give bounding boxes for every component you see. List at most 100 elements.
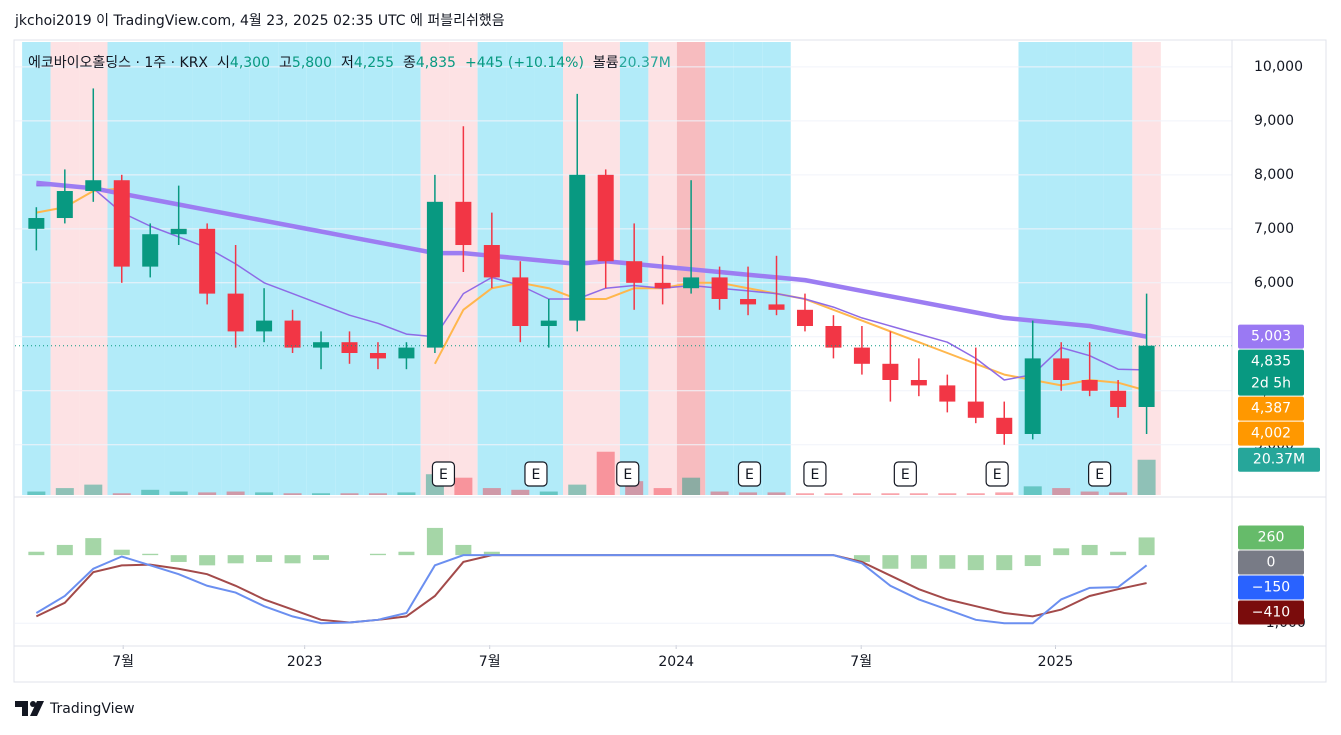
state-band	[392, 42, 421, 495]
histogram-bar	[313, 555, 330, 560]
histogram-bar	[142, 553, 159, 556]
volume-bar	[568, 484, 587, 495]
histogram-bar	[455, 544, 472, 556]
volume-bar	[653, 488, 672, 495]
state-band	[22, 42, 51, 495]
candle-body	[683, 277, 700, 289]
y-tick-label: 9,000	[1254, 113, 1294, 129]
tag-label: 4,387	[1251, 401, 1291, 417]
histogram-bar	[227, 555, 244, 564]
histogram-bar	[56, 544, 73, 556]
volume-bar	[1023, 486, 1042, 495]
candle-body	[256, 320, 273, 332]
histogram-bar	[967, 555, 984, 571]
legend-label: 종	[403, 55, 416, 71]
volume-bar	[824, 493, 843, 495]
volume-bar	[482, 488, 501, 495]
tag-box	[1238, 600, 1304, 625]
candle-body	[398, 347, 415, 359]
candle-body	[626, 261, 643, 283]
state-band	[249, 42, 279, 495]
volume-bar	[84, 484, 103, 495]
legend-change: +445 (+10.14%)	[465, 55, 584, 71]
state-band	[335, 42, 364, 495]
volume-bar	[795, 493, 814, 495]
state-band	[164, 42, 193, 495]
tag-box	[1238, 349, 1304, 396]
candle-body	[142, 234, 159, 267]
volume-bar	[511, 489, 530, 495]
histogram-bar	[1081, 544, 1098, 556]
earnings-marker	[431, 461, 456, 487]
logo-mark	[30, 701, 44, 716]
y-tick-label: 6,000	[1254, 275, 1294, 291]
candle-body	[569, 174, 586, 321]
x-tick-label: 7월	[112, 654, 134, 670]
legend-symbol: 에코바이오홀딩스 · 1주 · KRX	[28, 55, 208, 71]
legend-label: 고	[279, 55, 292, 71]
tag-box	[1238, 525, 1304, 550]
candle-body	[768, 304, 785, 310]
macd-line	[35, 554, 1148, 625]
legend-label: 저	[341, 55, 354, 71]
volume-bar	[682, 477, 701, 495]
y-tick-label: 8,000	[1254, 167, 1294, 183]
tag-sublabel: 2d 5h	[1251, 376, 1291, 392]
tag-box	[1238, 447, 1320, 472]
price-tag: −410	[1238, 600, 1304, 625]
volume-bar	[539, 491, 558, 495]
tag-box	[1238, 421, 1304, 446]
state-band	[50, 42, 80, 495]
volume-bar	[340, 493, 359, 495]
candle-body	[28, 218, 45, 229]
volume-bar	[767, 492, 786, 495]
volume-bar	[1137, 459, 1156, 495]
moving-average	[36, 180, 1148, 339]
logo-mark	[30, 701, 36, 707]
state-band	[1046, 42, 1076, 495]
candle-body	[910, 379, 927, 386]
price-tag: 5,003	[1238, 324, 1304, 349]
y-tick-label: 7,000	[1254, 221, 1294, 237]
x-tick-label: 2025	[1038, 654, 1074, 670]
logo-mark	[15, 701, 28, 716]
legend-label: 볼륨	[593, 55, 619, 71]
earnings-label: E	[623, 467, 632, 483]
volume-bar	[739, 492, 758, 495]
tag-label: 4,002	[1251, 426, 1291, 442]
candle-body	[1138, 345, 1155, 407]
candle-body	[369, 352, 386, 359]
moving-average	[36, 184, 1147, 381]
earnings-marker	[803, 461, 827, 487]
volume-bar	[995, 492, 1014, 495]
histogram-bar	[398, 551, 415, 556]
volume-bar	[710, 491, 729, 495]
volume-bar	[283, 493, 302, 495]
tag-label: 4,835	[1251, 354, 1291, 370]
histogram-bar	[426, 527, 443, 556]
price-tag: 4,387	[1238, 396, 1304, 421]
earnings-marker	[616, 461, 640, 487]
earnings-marker	[893, 461, 917, 487]
volume-bar	[312, 493, 331, 495]
tag-label: −410	[1252, 604, 1290, 620]
state-band	[1075, 42, 1104, 495]
earnings-marker	[524, 461, 548, 487]
histogram-bar	[170, 555, 187, 562]
histogram-bar	[1024, 555, 1041, 567]
candle-body	[85, 180, 102, 192]
histogram-bar	[1110, 551, 1127, 556]
histogram-bar	[369, 553, 386, 556]
price-tag: 4,002	[1238, 421, 1304, 446]
legend-value: 20.37M	[619, 55, 671, 71]
volume-bar	[169, 491, 188, 495]
volume-tag: 20.37M	[1238, 447, 1320, 472]
price-tag: −150	[1238, 575, 1304, 600]
earnings-label: E	[901, 467, 910, 483]
candle-body	[825, 326, 842, 348]
tag-label: −150	[1252, 579, 1290, 595]
candle-body	[170, 228, 187, 235]
volume-bar	[397, 492, 416, 495]
volume-bar	[226, 491, 245, 495]
